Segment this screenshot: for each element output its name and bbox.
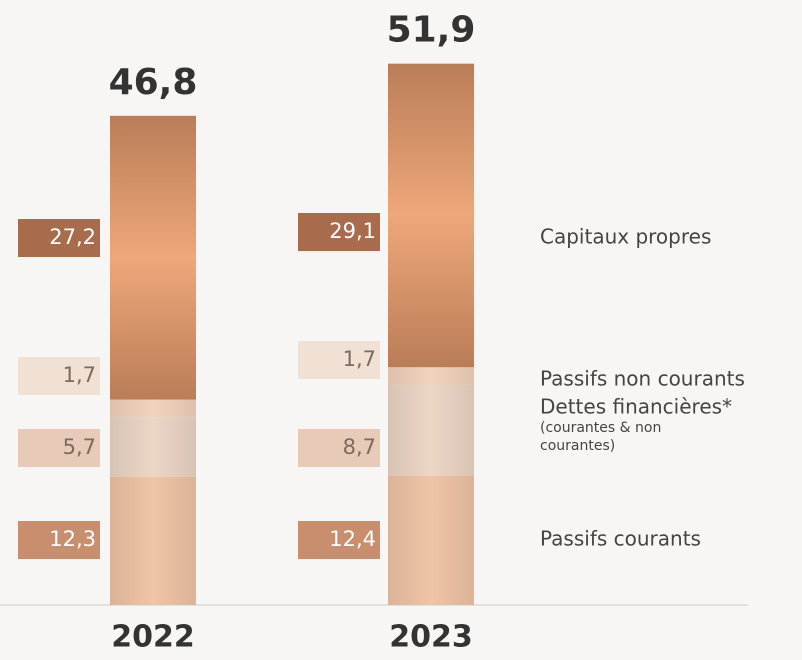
- value-label-box: [18, 429, 100, 467]
- x-tick-label: 2022: [111, 620, 195, 655]
- value-label: 1,7: [343, 347, 376, 371]
- value-label-box: [298, 341, 380, 379]
- value-label: 5,7: [63, 435, 96, 459]
- legend-sublabel-line: (courantes & non: [540, 420, 661, 436]
- value-label: 1,7: [63, 363, 96, 387]
- bar-shade: [110, 399, 196, 418]
- legend-sublabel-line: courantes): [540, 438, 615, 454]
- bar-shade: [110, 115, 196, 400]
- value-label: 27,2: [49, 225, 96, 249]
- value-label: 12,3: [49, 527, 96, 551]
- legend-label: Passifs courants: [540, 527, 701, 551]
- x-tick-label: 2023: [389, 620, 473, 655]
- bar-shade: [388, 384, 474, 476]
- value-label: 12,4: [329, 527, 376, 551]
- value-label-box: [18, 357, 100, 395]
- legend-label: Capitaux propres: [540, 225, 711, 249]
- value-label-box: [298, 429, 380, 467]
- value-label-box: [18, 521, 100, 559]
- legend-label: Dettes financières*: [540, 395, 732, 419]
- value-label-box: [298, 521, 380, 559]
- value-label: 8,7: [343, 435, 376, 459]
- bar-shade: [388, 475, 474, 605]
- total-label: 51,9: [387, 10, 476, 51]
- value-label-box: [18, 219, 100, 257]
- legend-sublabel: (courantes & non courantes): [540, 420, 661, 454]
- legend-label: Passifs non courants: [540, 367, 745, 391]
- bar-shade: [110, 476, 196, 605]
- total-label: 46,8: [109, 62, 198, 103]
- value-label-box: [298, 213, 380, 251]
- bar-shade: [110, 417, 196, 477]
- bar-shade: [388, 63, 474, 368]
- value-label: 29,1: [329, 219, 376, 243]
- bar-shade: [388, 367, 474, 385]
